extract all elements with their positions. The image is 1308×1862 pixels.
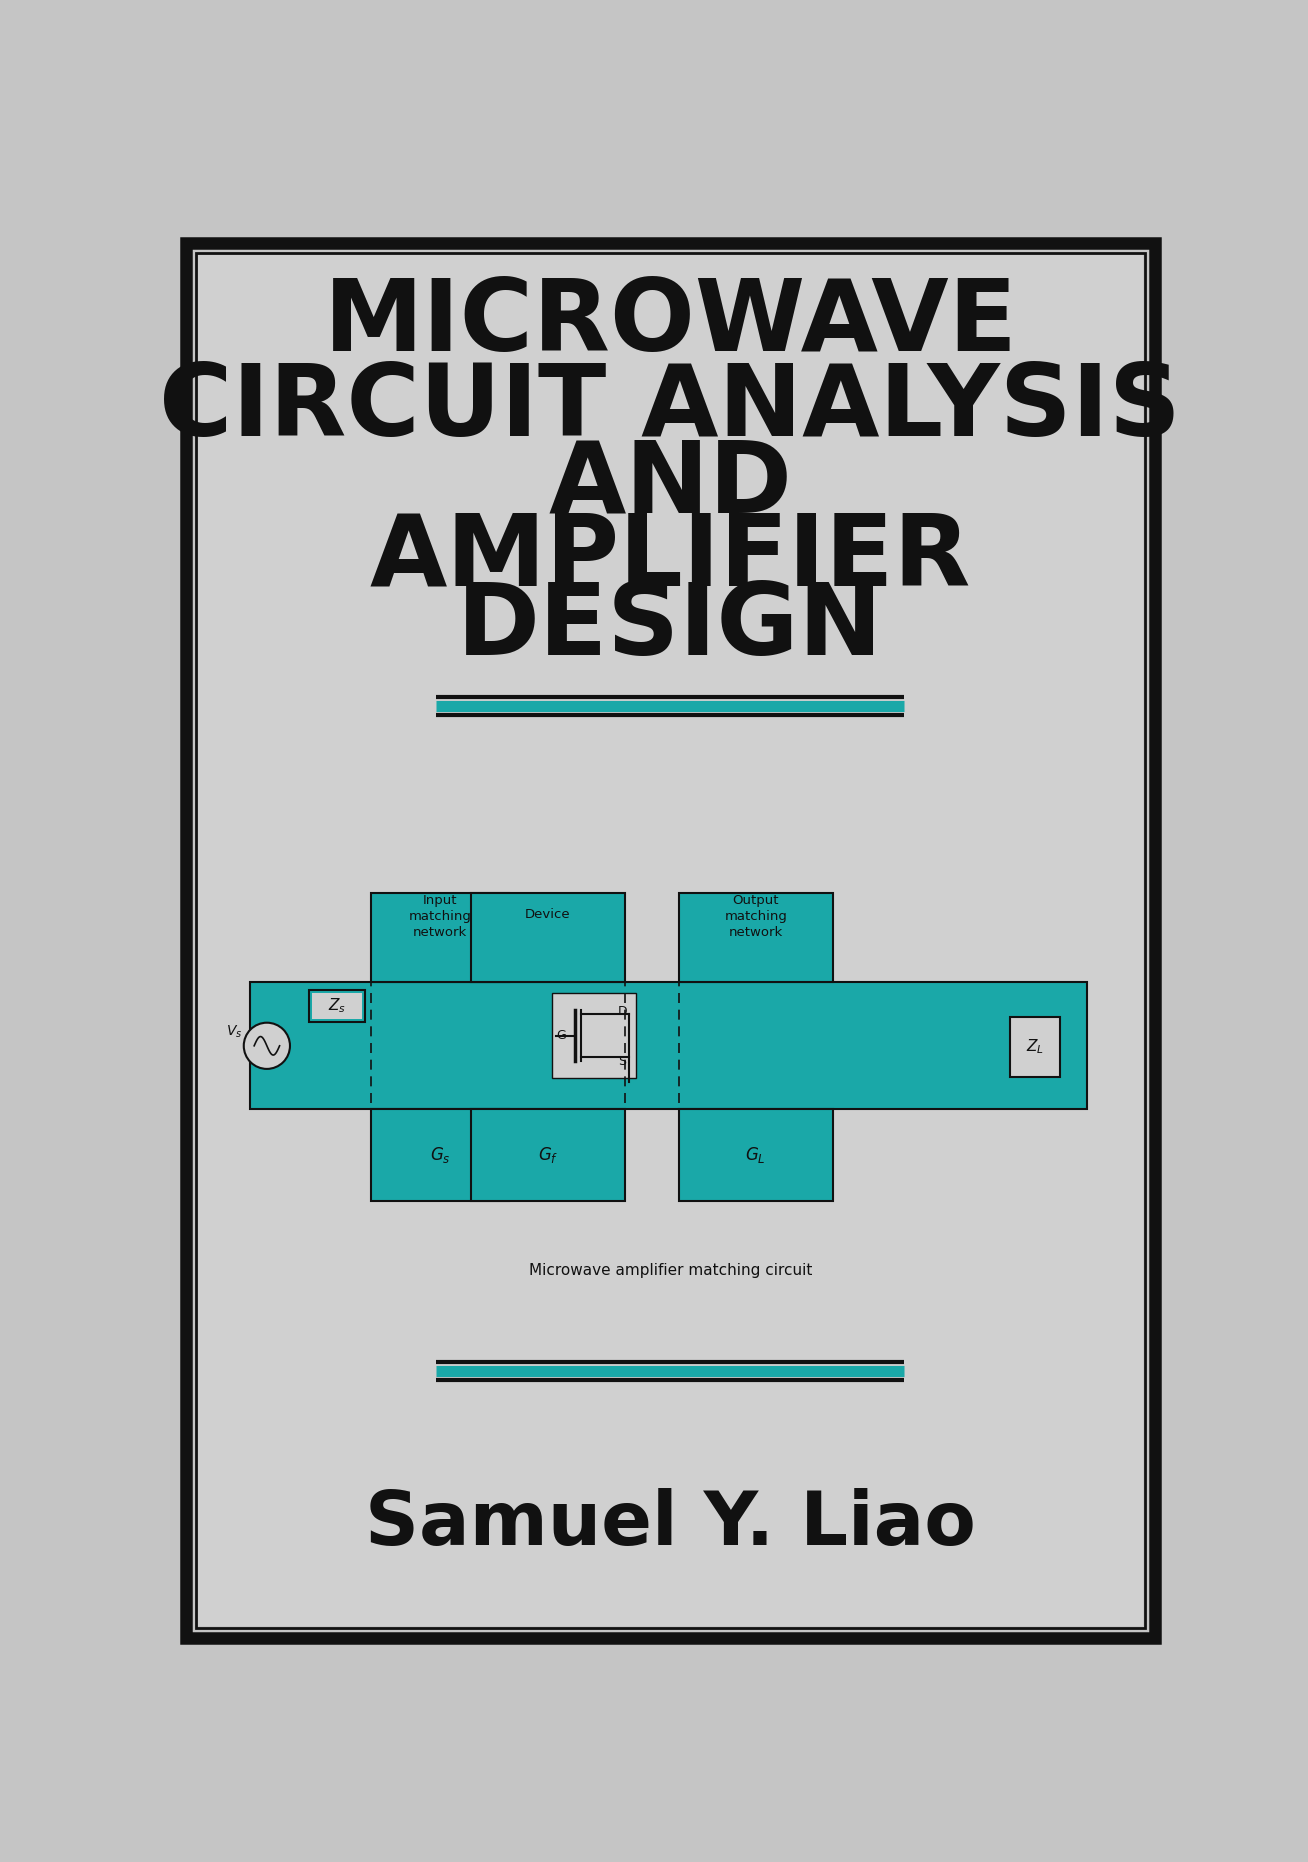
Text: AND: AND xyxy=(548,438,793,534)
Text: Output
matching
network: Output matching network xyxy=(725,894,787,938)
Text: S: S xyxy=(619,1054,627,1067)
Bar xyxy=(250,981,1087,1110)
Bar xyxy=(313,992,361,1019)
Text: Device: Device xyxy=(525,909,570,922)
Bar xyxy=(371,1110,509,1201)
Text: $Z_L$: $Z_L$ xyxy=(1025,1037,1044,1056)
Text: $G_s$: $G_s$ xyxy=(430,1145,450,1166)
Text: $Z_s$: $Z_s$ xyxy=(328,996,347,1015)
Text: D: D xyxy=(617,1005,628,1019)
Text: $G_f$: $G_f$ xyxy=(538,1145,559,1166)
Bar xyxy=(371,894,509,981)
Text: $G_L$: $G_L$ xyxy=(746,1145,766,1166)
Circle shape xyxy=(243,1022,290,1069)
Text: Samuel Y. Liao: Samuel Y. Liao xyxy=(365,1488,976,1560)
Text: Microwave amplifier matching circuit: Microwave amplifier matching circuit xyxy=(528,1262,812,1277)
Bar xyxy=(679,894,833,981)
Text: G: G xyxy=(556,1030,566,1043)
Text: $V_s$: $V_s$ xyxy=(226,1024,243,1041)
Text: CIRCUIT ANALYSIS: CIRCUIT ANALYSIS xyxy=(160,359,1181,456)
Text: Input
matching
network: Input matching network xyxy=(408,894,472,938)
Bar xyxy=(309,989,365,1022)
Bar xyxy=(552,994,637,1078)
Bar xyxy=(1010,1017,1059,1076)
Text: DESIGN: DESIGN xyxy=(458,579,883,676)
Bar xyxy=(471,1110,625,1201)
Text: AMPLIFIER: AMPLIFIER xyxy=(370,510,971,607)
Bar xyxy=(679,1110,833,1201)
Bar xyxy=(471,894,625,981)
Text: MICROWAVE: MICROWAVE xyxy=(323,276,1018,372)
